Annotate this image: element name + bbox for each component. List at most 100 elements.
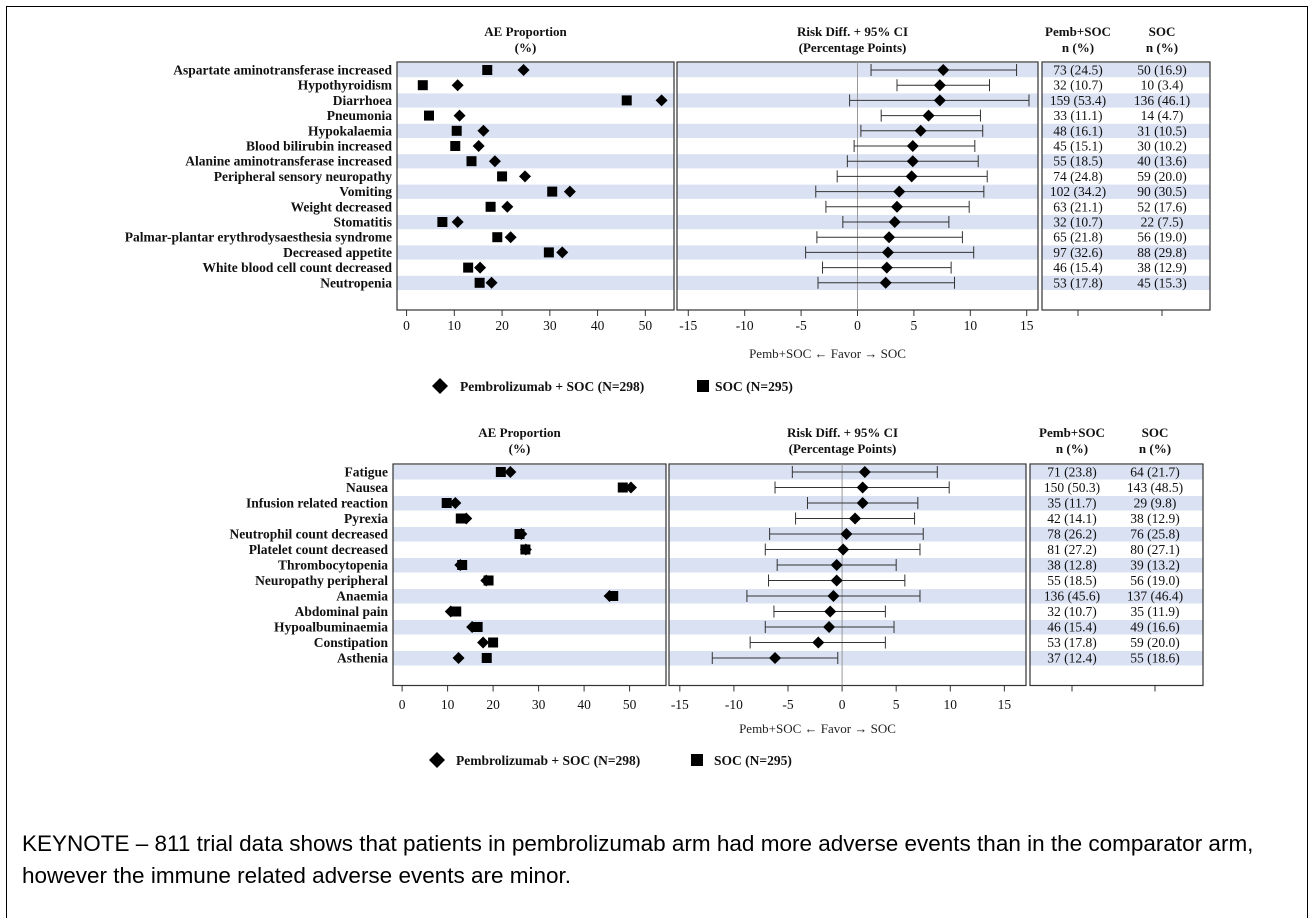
- soc-n-cell: 14 (4.7): [1141, 108, 1184, 123]
- risk-diff-marker: [827, 590, 840, 602]
- pemb-n-cell: 65 (21.8): [1053, 230, 1103, 245]
- table-col1-header: Pemb+SOC: [1045, 24, 1111, 39]
- soc-square-marker: [437, 217, 448, 227]
- row-band: [1030, 620, 1203, 635]
- risk-tick-label: 10: [964, 318, 978, 333]
- soc-n-cell: 29 (9.8): [1134, 496, 1177, 511]
- soc-n-cell: 136 (46.1): [1134, 93, 1190, 108]
- legend-square-icon: [691, 754, 703, 766]
- proportion-tick-label: 0: [403, 318, 410, 333]
- risk-diff-marker: [933, 94, 946, 107]
- pemb-diamond-marker: [477, 636, 490, 649]
- soc-n-cell: 137 (46.4): [1127, 589, 1183, 604]
- soc-n-cell: 64 (21.7): [1130, 465, 1180, 480]
- pemb-n-cell: 35 (11.7): [1048, 496, 1097, 511]
- ae-row-label: Pyrexia: [344, 511, 388, 526]
- ae-row-label: Alanine aminotransferase increased: [185, 154, 392, 169]
- pemb-diamond-marker: [466, 621, 479, 633]
- soc-square-marker: [621, 95, 632, 106]
- pemb-diamond-marker: [451, 79, 464, 92]
- risk-diff-marker: [837, 543, 850, 556]
- pemb-n-cell: 136 (45.6): [1044, 589, 1100, 604]
- soc-n-cell: 50 (16.9): [1137, 63, 1187, 78]
- ae-row-label: Nausea: [346, 480, 388, 495]
- ae-row-label: Pneumonia: [327, 108, 393, 123]
- soc-n-cell: 49 (16.6): [1130, 620, 1180, 635]
- pemb-diamond-marker: [563, 185, 576, 198]
- ae-row-label: Hypoalbuminaemia: [274, 620, 388, 635]
- proportion-tick-label: 10: [441, 697, 455, 712]
- pemb-n-cell: 42 (14.1): [1047, 511, 1097, 526]
- row-band: [397, 63, 674, 78]
- ae-row-label: Platelet count decreased: [249, 542, 389, 557]
- risk-diff-marker: [937, 64, 950, 76]
- risk-diff-marker: [880, 261, 893, 274]
- table-col2-header: SOC: [1149, 24, 1176, 39]
- pemb-diamond-marker: [453, 109, 466, 122]
- forest-panel-2: AE Proportion(%) Risk Diff. + 95% CI(Perc…: [230, 425, 1204, 768]
- soc-n-cell: 59 (20.0): [1137, 169, 1187, 184]
- risk-tick-label: 5: [911, 318, 918, 333]
- proportion-panel-frame: [396, 61, 675, 311]
- ae-row-label: Infusion related reaction: [246, 496, 388, 511]
- ae-row-label: Neutropenia: [320, 275, 392, 290]
- pemb-n-cell: 97 (32.6): [1053, 245, 1103, 260]
- ae-row-label: Neutrophil count decreased: [230, 527, 389, 542]
- soc-square-marker: [485, 201, 496, 212]
- pemb-diamond-marker: [477, 124, 490, 137]
- pemb-n-cell: 32 (10.7): [1053, 78, 1103, 93]
- pemb-n-cell: 45 (15.1): [1053, 139, 1103, 154]
- pemb-diamond-marker: [474, 261, 487, 274]
- row-band: [393, 651, 666, 666]
- soc-n-cell: 31 (10.5): [1137, 123, 1187, 138]
- soc-square-marker: [488, 637, 499, 648]
- soc-n-cell: 76 (25.8): [1130, 527, 1180, 542]
- row-band: [393, 589, 666, 604]
- pemb-diamond-marker: [454, 559, 467, 571]
- ae-row-label: Constipation: [314, 635, 389, 650]
- pemb-n-cell: 81 (27.2): [1047, 542, 1097, 557]
- ae-row-label: Weight decreased: [291, 199, 393, 214]
- soc-n-cell: 39 (13.2): [1130, 558, 1180, 573]
- row-band: [393, 620, 666, 635]
- figure-caption: KEYNOTE – 811 trial data shows that pati…: [22, 831, 1254, 888]
- ae-row-label: Fatigue: [345, 465, 389, 480]
- pemb-diamond-marker: [452, 652, 465, 664]
- ae-row-label: Blood bilirubin increased: [246, 139, 393, 154]
- soc-square-marker: [463, 262, 474, 273]
- proportion-tick-label: 30: [543, 318, 557, 333]
- risk-diff-marker: [856, 497, 869, 509]
- table-col2-header: n (%): [1139, 441, 1171, 456]
- forest-panel-1: AE Proportion(%) Risk Diff. + 95% CI(Perc…: [125, 24, 1211, 394]
- proportion-tick-label: 40: [577, 697, 591, 712]
- pemb-diamond-marker: [556, 246, 569, 259]
- legend-square-icon: [697, 380, 709, 392]
- soc-square-marker: [495, 467, 506, 477]
- row-band: [1042, 245, 1210, 260]
- risk-tick-label: -5: [795, 318, 806, 333]
- pemb-diamond-marker: [519, 543, 532, 556]
- ae-row-label: Abdominal pain: [295, 604, 389, 619]
- risk-tick-label: -15: [679, 318, 697, 333]
- soc-n-cell: 35 (11.9): [1131, 604, 1180, 619]
- risk-tick-label: 10: [944, 697, 958, 712]
- pemb-diamond-marker: [449, 497, 462, 509]
- pemb-n-cell: 78 (26.2): [1047, 527, 1097, 542]
- table-col1-header: Pemb+SOC: [1039, 425, 1105, 440]
- soc-square-marker: [466, 156, 477, 167]
- soc-n-cell: 22 (7.5): [1141, 215, 1184, 230]
- risk-diff-marker: [906, 155, 919, 168]
- ae-row-label: Diarrhoea: [333, 93, 392, 108]
- soc-n-cell: 38 (12.9): [1130, 511, 1180, 526]
- pemb-diamond-marker: [517, 64, 530, 76]
- risk-diff-marker: [905, 170, 918, 183]
- soc-square-marker: [543, 247, 554, 258]
- soc-square-marker: [497, 171, 508, 182]
- proportion-panel-frame: [392, 463, 667, 687]
- proportion-tick-label: 0: [399, 697, 406, 712]
- risk-diff-marker: [830, 559, 843, 571]
- legend-pemb-label: Pembrolizumab + SOC (N=298): [460, 379, 644, 394]
- row-band: [393, 465, 666, 480]
- proportion-tick-label: 30: [532, 697, 546, 712]
- risk-tick-label: -15: [671, 697, 689, 712]
